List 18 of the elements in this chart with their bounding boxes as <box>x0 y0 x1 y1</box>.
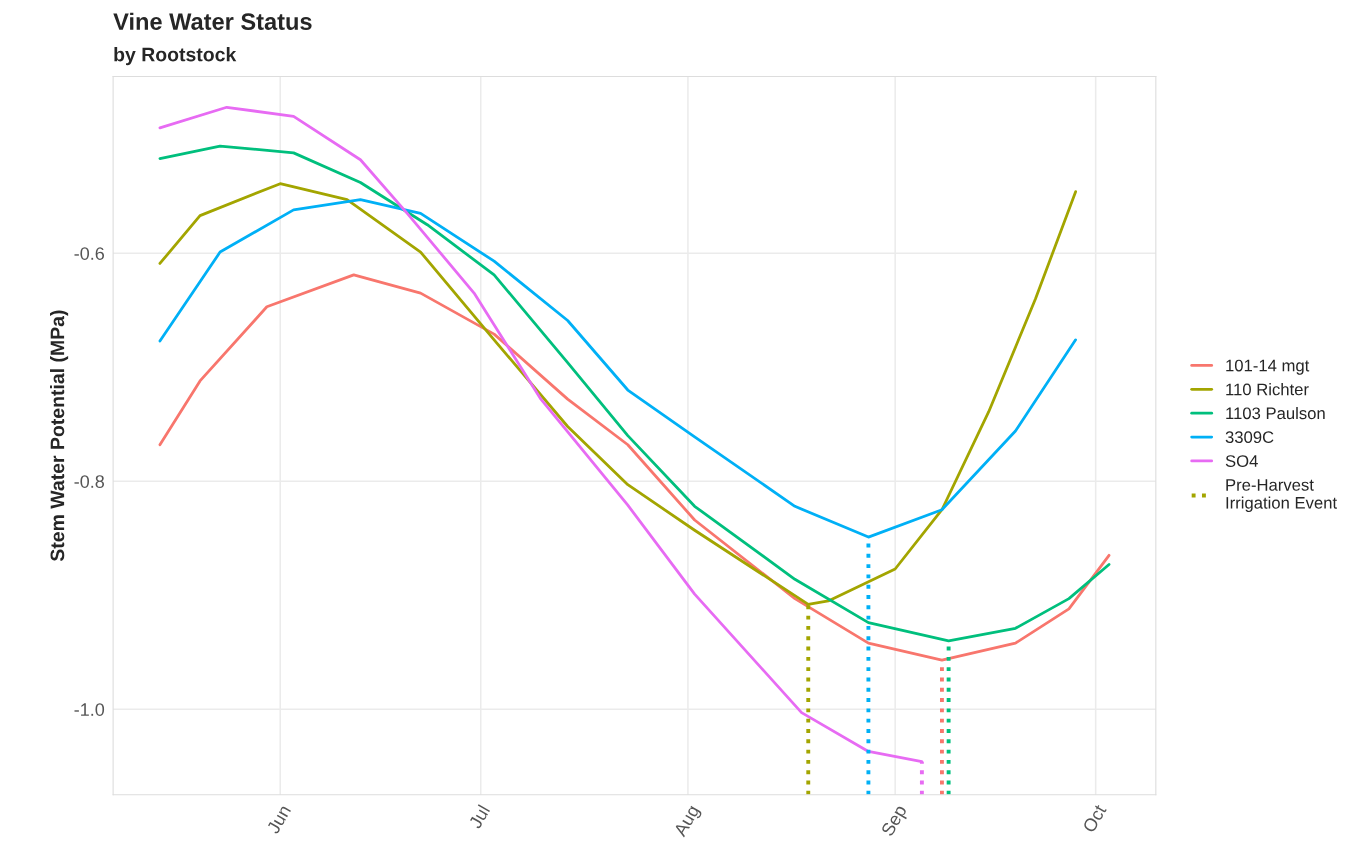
x-tick-label: Jun <box>266 804 292 835</box>
legend-label: 101-14 mgt <box>1226 359 1310 375</box>
legend-label: SO4 <box>1225 455 1258 467</box>
y-tick-label: -1.0 <box>74 703 105 716</box>
legend-label: 3309C <box>1225 431 1274 444</box>
chart-title: Vine Water Status <box>113 12 312 30</box>
y-tick-label: -0.8 <box>74 475 105 488</box>
line-series <box>158 144 1111 643</box>
x-tick-label: Oct <box>1082 803 1107 834</box>
legend-label: Pre-Harvest Irrigation Event <box>1226 479 1337 513</box>
legend-label: 1103 Paulson <box>1226 406 1325 420</box>
line-series <box>158 198 1078 539</box>
y-tick-label: -0.6 <box>74 247 105 260</box>
x-tick-label: Sep <box>880 803 911 839</box>
y-axis-title: Stem Water Potential (MPa) <box>50 310 69 562</box>
chart-subtitle: by Rootstock <box>114 47 237 66</box>
legend-label: 110 Richter <box>1226 383 1309 396</box>
x-tick-label: Jul <box>467 804 491 830</box>
